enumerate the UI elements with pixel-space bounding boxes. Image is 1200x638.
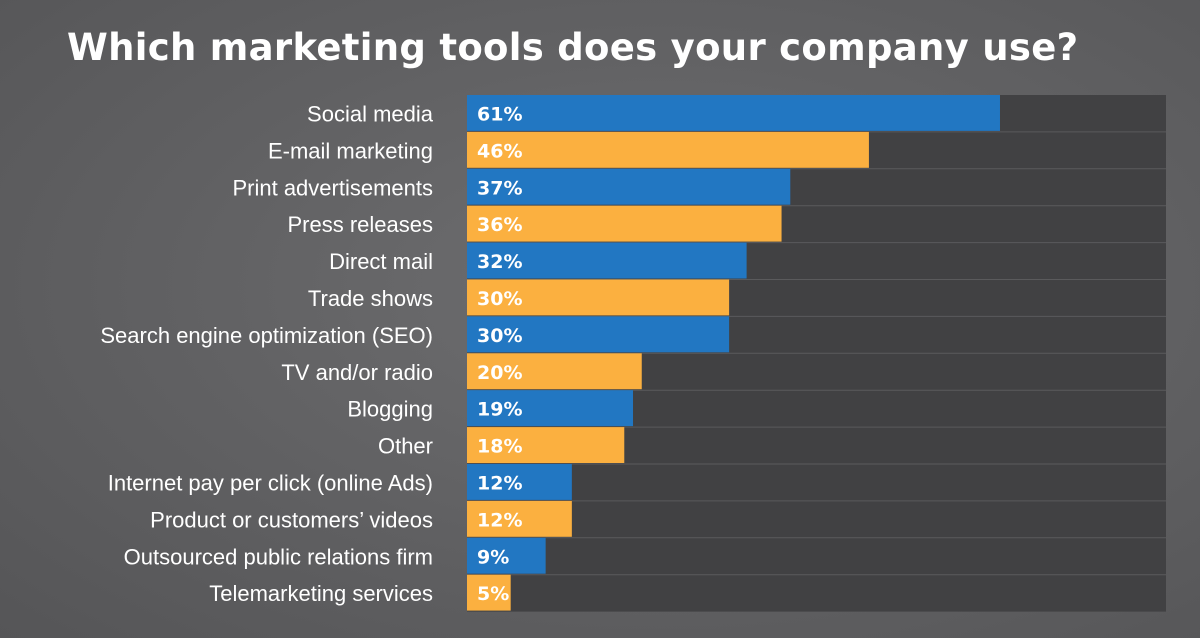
- bar: [467, 427, 625, 463]
- bar-value-label: 12%: [477, 509, 522, 531]
- bar-value-label: 30%: [477, 288, 522, 310]
- category-label: Other: [378, 434, 433, 459]
- bar: [467, 574, 511, 611]
- bar: [467, 242, 747, 279]
- bar-value-label: 61%: [477, 103, 522, 125]
- bar: [467, 353, 642, 390]
- category-label: Blogging: [347, 397, 433, 422]
- bar-value-label: 30%: [477, 325, 522, 347]
- category-label: Search engine optimization (SEO): [100, 323, 433, 348]
- bar-value-label: 36%: [477, 214, 522, 236]
- bar-value-label: 9%: [477, 546, 509, 568]
- category-label: Telemarketing services: [209, 581, 433, 606]
- bar-value-label: 19%: [477, 399, 522, 421]
- bar-value-label: 46%: [477, 140, 522, 162]
- bar: [467, 279, 730, 316]
- bar: [467, 168, 791, 205]
- bar-value-label: 32%: [477, 251, 522, 273]
- category-label: Print advertisements: [232, 175, 433, 200]
- bar-value-label: 12%: [477, 472, 522, 494]
- bar: [467, 95, 1000, 131]
- bar: [467, 537, 546, 574]
- category-label: Outsourced public relations firm: [124, 544, 433, 569]
- bar: [467, 500, 572, 537]
- chart-rows: 61% Social media 46% E-mail marketing 37% Pri…: [100, 95, 1166, 611]
- bar: [467, 131, 869, 168]
- category-label: Internet pay per click (online Ads): [108, 470, 433, 495]
- chart-title: Which marketing tools does your company …: [67, 26, 1079, 69]
- category-label: E-mail marketing: [268, 138, 433, 163]
- bar-value-label: 18%: [477, 436, 522, 458]
- bar-value-label: 20%: [477, 362, 522, 384]
- category-label: Social media: [307, 101, 434, 126]
- category-label: Press releases: [287, 212, 433, 237]
- bar-value-label: 37%: [477, 177, 522, 199]
- category-label: Direct mail: [329, 249, 433, 274]
- bar-value-label: 5%: [477, 583, 509, 605]
- bar: [467, 316, 730, 353]
- bar: [467, 205, 782, 242]
- category-label: Product or customers’ videos: [150, 507, 433, 532]
- category-label: TV and/or radio: [281, 360, 433, 385]
- bar: [467, 464, 572, 500]
- bar: [467, 390, 634, 427]
- category-label: Trade shows: [308, 286, 433, 311]
